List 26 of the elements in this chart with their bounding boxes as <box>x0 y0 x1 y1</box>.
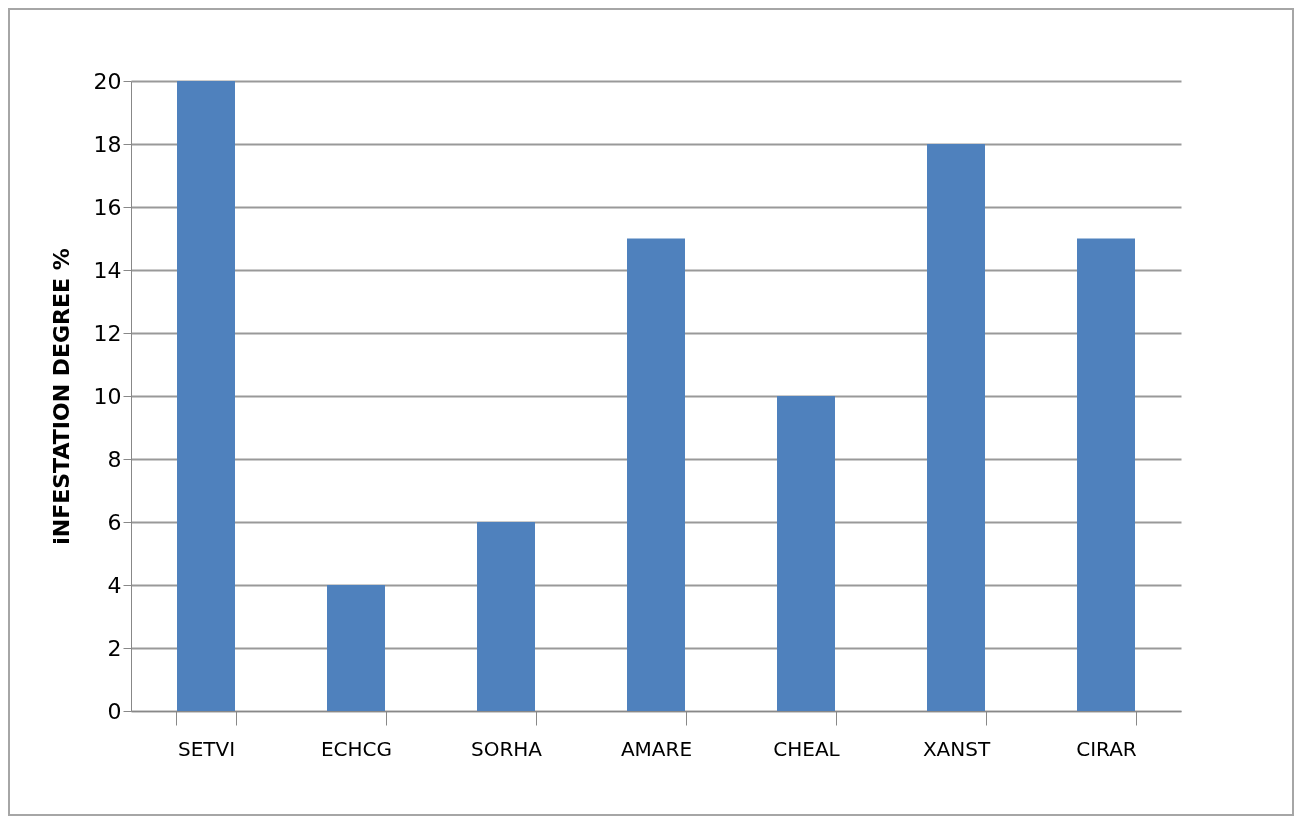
bar <box>777 396 835 711</box>
y-tick-label: 10 <box>93 383 122 409</box>
x-tick-label: SETVI <box>177 736 236 761</box>
bar <box>1077 238 1135 711</box>
y-tick-label: 8 <box>107 446 122 472</box>
x-tick-label: CHEAL <box>773 736 841 761</box>
y-tick-label: 14 <box>93 257 122 283</box>
y-tick-label: 4 <box>107 572 122 598</box>
bar <box>477 522 535 711</box>
y-tick-label: 0 <box>107 698 122 724</box>
y-tick-label: 18 <box>93 131 122 157</box>
bar <box>627 238 685 711</box>
y-tick-label: 20 <box>93 68 122 94</box>
y-tick-label: 12 <box>93 320 122 346</box>
bar <box>177 81 235 711</box>
x-tick-label: ECHCG <box>320 736 393 761</box>
y-tick-label: 16 <box>93 194 122 220</box>
x-tick-label: AMARE <box>620 736 693 761</box>
y-axis-title: iNFESTATION DEGREE % <box>48 248 74 545</box>
x-tick-label: CIRAR <box>1076 736 1137 761</box>
bar <box>927 144 985 711</box>
y-tick-label: 2 <box>107 635 122 661</box>
x-tick-label: XANST <box>922 736 991 761</box>
y-tick-label: 6 <box>107 509 122 535</box>
bar <box>327 585 385 711</box>
x-tick-label: SORHA <box>470 736 543 761</box>
